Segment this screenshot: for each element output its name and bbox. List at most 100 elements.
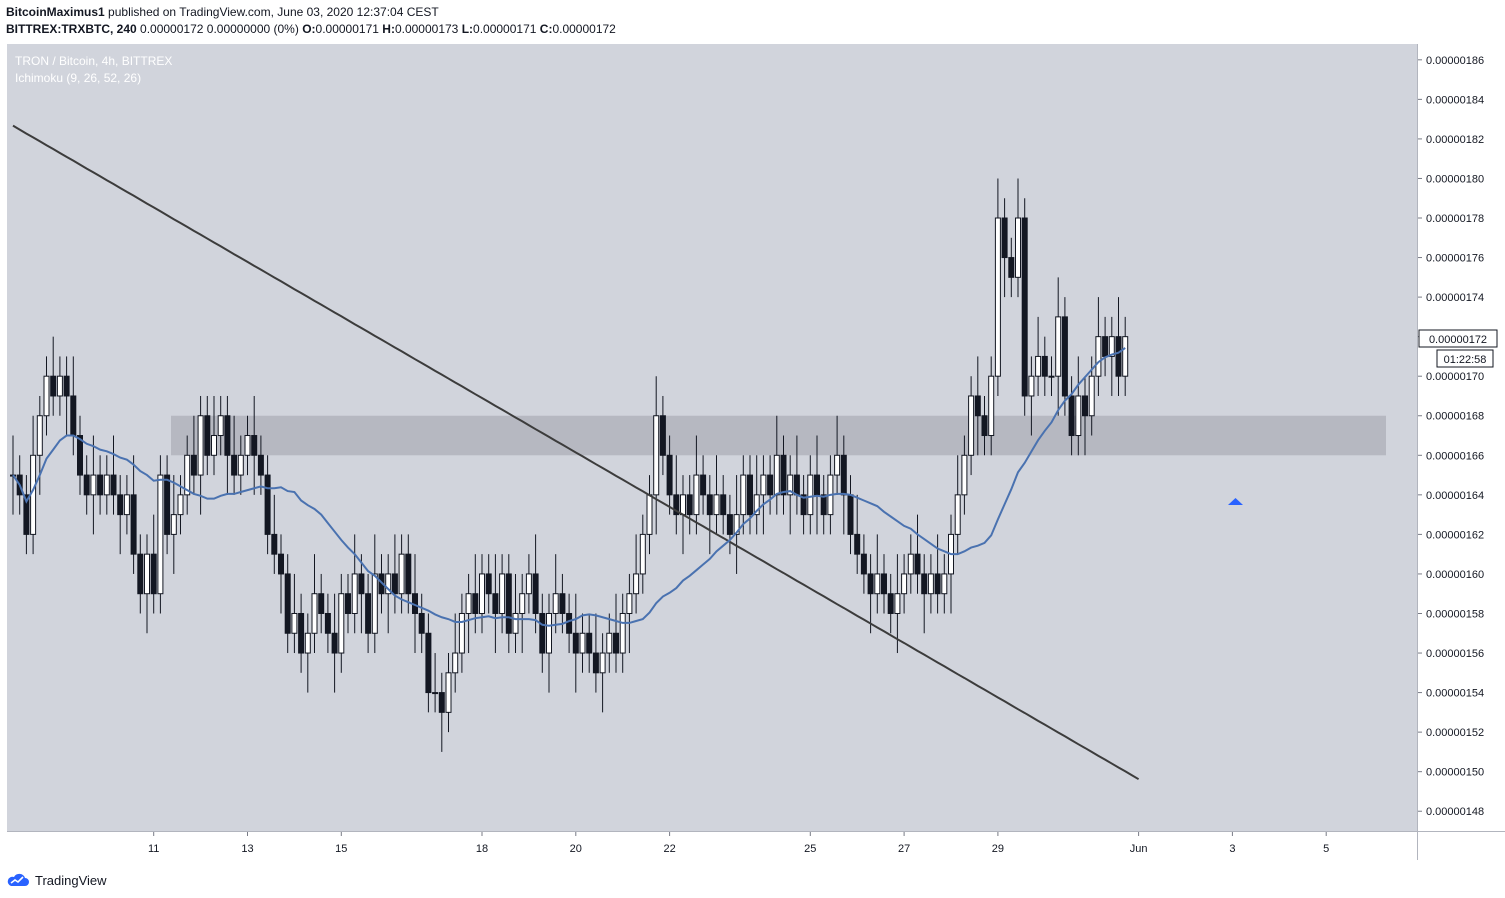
candle-up — [639, 533, 646, 575]
candle-down — [358, 573, 365, 595]
candle-up — [606, 632, 613, 654]
open-value: 0.00000171 — [315, 22, 379, 36]
high-value: 0.00000173 — [394, 22, 459, 36]
time-tick-label: 22 — [663, 843, 675, 855]
candle-up — [680, 494, 686, 516]
candle-down — [726, 514, 733, 535]
candle-down — [204, 415, 211, 456]
symbol-label: BITTREX:TRXBTC, 240 — [6, 22, 137, 36]
candle-up — [941, 573, 948, 595]
candle-down — [418, 612, 425, 634]
candle-up — [626, 593, 633, 614]
candle-down — [887, 593, 894, 614]
candle-up — [988, 375, 995, 437]
price-tick-label: 0.00000156 — [1426, 648, 1484, 660]
candle-down — [700, 474, 707, 496]
candle-up — [753, 494, 760, 516]
countdown-tag: 01:22:58 — [1436, 349, 1494, 368]
tradingview-cloud-icon[interactable] — [6, 872, 30, 888]
candle-up — [653, 415, 660, 496]
candle-up — [1108, 336, 1115, 357]
candle-down — [63, 375, 70, 397]
candle-down — [251, 435, 258, 456]
candle-down — [97, 474, 104, 496]
candle-up — [458, 612, 465, 654]
candle-up — [834, 454, 841, 476]
candle-up — [211, 435, 217, 456]
time-tick-label: 20 — [570, 843, 582, 855]
candle-up — [512, 612, 519, 634]
candle-down — [1102, 336, 1109, 357]
candle-up — [465, 593, 472, 614]
candle-up — [954, 494, 961, 535]
candle-down — [747, 474, 753, 516]
tradingview-brand[interactable]: TradingView — [35, 872, 107, 888]
long-moving-average-line — [12, 124, 1140, 781]
candle-up — [338, 593, 345, 654]
candle-down — [271, 533, 278, 555]
candle-up — [1028, 375, 1035, 397]
candle-up — [237, 454, 244, 476]
candle-down — [572, 632, 579, 654]
candle-down — [793, 474, 800, 496]
time-tick-label: 13 — [241, 843, 253, 855]
candle-down — [1061, 316, 1068, 397]
candle-down — [70, 395, 77, 437]
candle-down — [586, 632, 593, 654]
candle-up — [103, 474, 110, 496]
price-axis-area[interactable] — [1418, 44, 1505, 831]
candle-down — [860, 553, 867, 575]
time-axis-area[interactable] — [7, 832, 1417, 860]
low-label: L: — [461, 22, 474, 36]
candle-down — [278, 553, 284, 575]
candle-up — [894, 593, 901, 614]
low-value: 0.00000171 — [473, 22, 537, 36]
candle-up — [646, 494, 653, 535]
candle-up — [499, 573, 506, 614]
candle-up — [1122, 336, 1129, 377]
price-tick-label: 0.00000162 — [1426, 529, 1484, 541]
candle-down — [840, 454, 847, 496]
candle-down — [492, 593, 499, 614]
candle-down — [391, 573, 398, 595]
candle-down — [539, 612, 546, 654]
time-tick-label: 27 — [898, 843, 910, 855]
candle-up — [927, 573, 934, 595]
candle-down — [298, 612, 305, 654]
candle-down — [83, 474, 90, 496]
candle-up — [968, 395, 975, 456]
candle-down — [77, 435, 83, 476]
close-label: C: — [539, 22, 553, 36]
price-tick-label: 0.00000178 — [1426, 213, 1484, 225]
countdown-text: 01:22:58 — [1444, 354, 1487, 366]
footer: TradingView — [6, 870, 107, 890]
candle-down — [438, 692, 445, 713]
candle-down — [1001, 217, 1008, 259]
candle-down — [284, 573, 291, 634]
close-value: 0.00000172 — [552, 22, 616, 36]
time-tick-label: 11 — [148, 843, 159, 855]
candle-up — [371, 573, 378, 634]
price-tick-label: 0.00000170 — [1426, 371, 1484, 383]
candle-up — [184, 454, 191, 496]
candle-up — [43, 375, 50, 417]
candle-down — [613, 632, 619, 654]
candle-down — [485, 573, 492, 595]
candle-down — [405, 553, 412, 595]
candle-up — [552, 593, 559, 614]
candle-up — [619, 612, 626, 654]
candle-up — [217, 415, 224, 437]
candle-down — [867, 573, 874, 595]
candle-up — [633, 573, 640, 595]
candle-up — [144, 553, 150, 595]
price-tick-label: 0.00000182 — [1426, 134, 1484, 146]
author-name[interactable]: BitcoinMaximus1 — [6, 5, 105, 19]
candle-down — [117, 494, 124, 516]
candle-up — [244, 435, 251, 456]
change-value: 0.00000172 0.00000000 (0%) — [140, 22, 299, 36]
candle-up — [432, 692, 439, 695]
candle-down — [264, 474, 271, 535]
candle-up — [170, 514, 177, 535]
candle-down — [767, 474, 774, 496]
